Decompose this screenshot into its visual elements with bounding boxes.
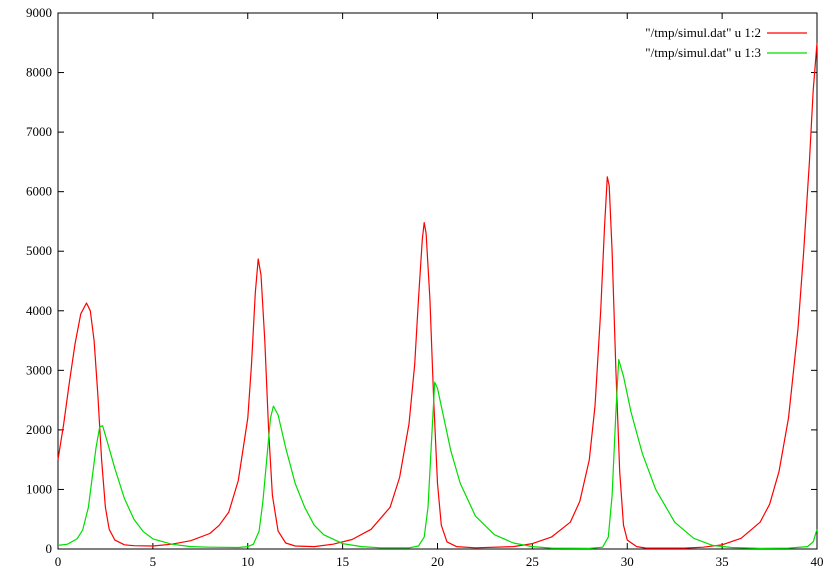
x-tick-label: 10 — [241, 554, 254, 569]
x-tick-label: 5 — [150, 554, 157, 569]
y-tick-label: 6000 — [26, 184, 52, 199]
legend-label-2: "/tmp/simul.dat" u 1:3 — [645, 45, 761, 60]
y-tick-label: 8000 — [26, 65, 52, 80]
axis-ticks — [57, 12, 818, 550]
y-tick-label: 5000 — [26, 243, 52, 258]
legend: "/tmp/simul.dat" u 1:2 "/tmp/simul.dat" u… — [645, 25, 807, 60]
x-tick-label: 40 — [811, 554, 824, 569]
x-tick-label: 20 — [431, 554, 444, 569]
x-tick-label: 30 — [621, 554, 634, 569]
y-tick-label: 0 — [46, 541, 53, 556]
x-tick-label: 15 — [336, 554, 349, 569]
x-tick-label: 35 — [716, 554, 729, 569]
plot-frame — [57, 12, 818, 550]
x-tick-label: 0 — [55, 554, 62, 569]
x-tick-label: 25 — [526, 554, 539, 569]
y-tick-label: 4000 — [26, 303, 52, 318]
series-line-2 — [57, 359, 818, 549]
y-tick-label: 7000 — [26, 124, 52, 139]
y-tick-label: 9000 — [26, 5, 52, 20]
series-lines — [57, 42, 818, 549]
legend-label-1: "/tmp/simul.dat" u 1:2 — [645, 25, 761, 40]
y-tick-label: 3000 — [26, 362, 52, 377]
y-tick-label: 2000 — [26, 422, 52, 437]
y-tick-label: 1000 — [26, 481, 52, 496]
tick-labels: 0 5 10 15 20 25 30 35 40 0 1000 2000 3000 4000 5000 600… — [26, 5, 824, 569]
series-line-1 — [57, 42, 818, 549]
